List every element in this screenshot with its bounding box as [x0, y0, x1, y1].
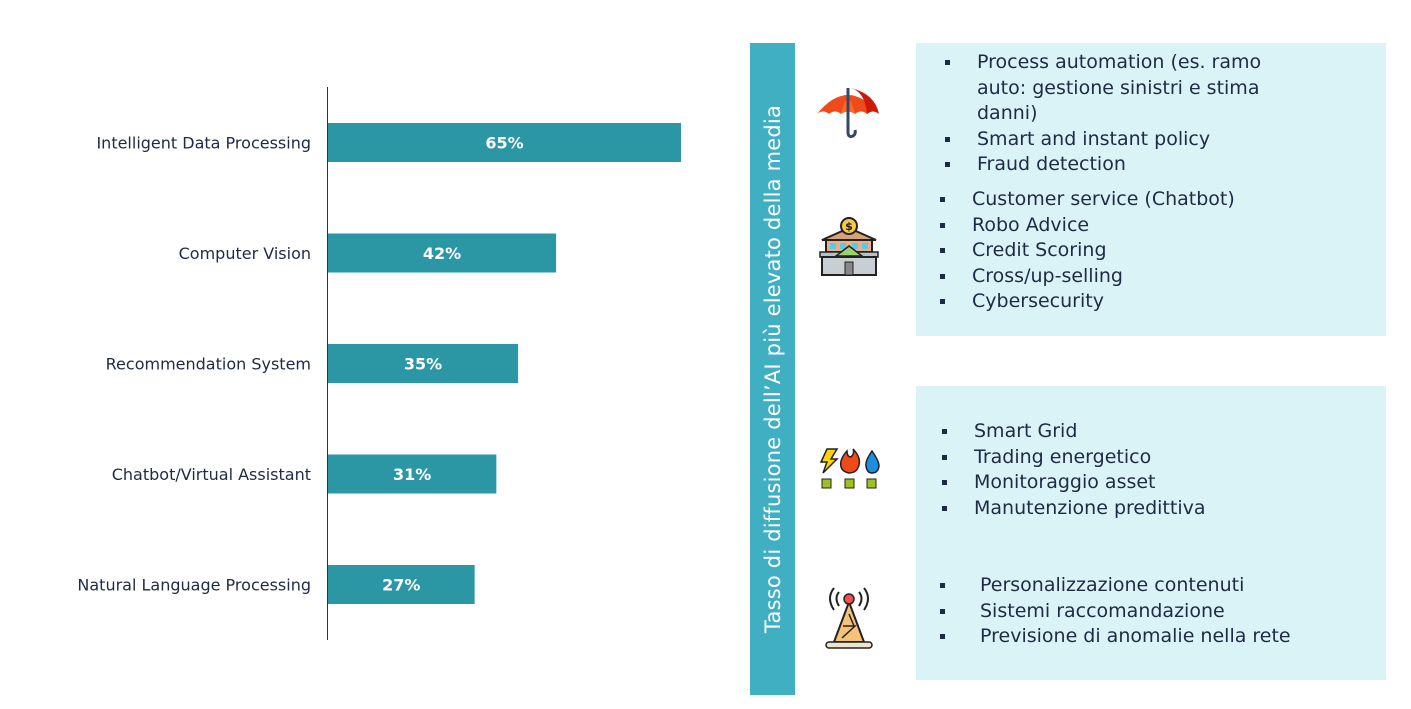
list-item: Robo Advice [940, 213, 1360, 239]
data-label: 65% [485, 134, 523, 153]
energy-list: Smart Grid Trading energetico Monitoragg… [942, 419, 1362, 521]
banner: Tasso di diffusione dell’AI più elevato … [750, 43, 795, 695]
data-label: 35% [404, 355, 442, 374]
finance-insurance-box [916, 43, 1386, 336]
insurance-list: Process automation (es. ramo auto: gesti… [945, 50, 1305, 178]
list-item: Sistemi raccomandazione [940, 599, 1380, 625]
antenna-tower-icon [825, 587, 873, 649]
bar [328, 123, 681, 162]
list-item: Trading energetico [942, 445, 1362, 471]
list-item: Fraud detection [945, 152, 1305, 178]
list-item: Credit Scoring [940, 238, 1360, 264]
list-item: Previsione di anomalie nella rete [940, 624, 1380, 650]
energy-utilities-icon [819, 448, 880, 489]
list-item: Cross/up-selling [940, 264, 1360, 290]
bank-icon: $ [819, 217, 879, 276]
list-item: Process automation (es. ramo auto: gesti… [945, 50, 1305, 127]
list-item: Customer service (Chatbot) [940, 187, 1360, 213]
category-label: Intelligent Data Processing [96, 134, 311, 153]
banner-text: Tasso di diffusione dell’AI più elevato … [760, 104, 785, 634]
list-item: Personalizzazione contenuti [940, 573, 1380, 599]
list-item: Monitoraggio asset [942, 470, 1362, 496]
bar [328, 344, 519, 383]
list-item: Cybersecurity [940, 289, 1360, 315]
category-label: Recommendation System [106, 355, 311, 374]
bar [328, 454, 497, 494]
category-label: Natural Language Processing [77, 576, 311, 595]
data-label: 27% [382, 576, 420, 595]
bar [328, 233, 557, 273]
bar-chart: 65% Intelligent Data Processing 42% Compute… [77, 87, 681, 640]
list-item: Smart and instant policy [945, 127, 1305, 153]
list-item: Manutenzione predittiva [942, 496, 1362, 522]
data-label: 42% [423, 244, 461, 263]
umbrella-icon [817, 88, 879, 138]
bar [328, 565, 475, 604]
energy-telco-box [916, 386, 1386, 680]
list-item: Smart Grid [942, 419, 1362, 445]
svg-text:$: $ [845, 220, 853, 233]
data-label: 31% [393, 465, 431, 484]
category-label: Chatbot/Virtual Assistant [112, 465, 311, 484]
category-label: Computer Vision [179, 244, 311, 263]
banking-list: Customer service (Chatbot) Robo Advice C… [940, 187, 1360, 315]
telco-list: Personalizzazione contenuti Sistemi racc… [940, 573, 1380, 650]
